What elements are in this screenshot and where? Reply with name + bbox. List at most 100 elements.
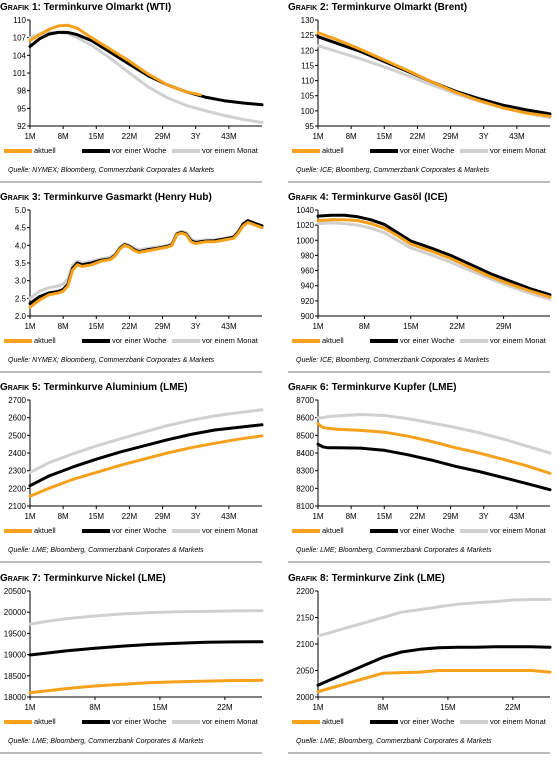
x-tick-label: 15M bbox=[377, 512, 393, 521]
chart-title-text: Terminkurve Aluminium (LME) bbox=[40, 382, 188, 393]
x-tick-label: 3Y bbox=[479, 512, 489, 521]
panel-separator bbox=[288, 181, 550, 183]
legend-label: vor einem Monat bbox=[202, 146, 258, 155]
y-tick-label: 107 bbox=[13, 34, 27, 43]
x-tick-label: 1M bbox=[24, 132, 35, 141]
legend-swatch bbox=[460, 338, 488, 343]
x-tick-label: 3Y bbox=[191, 132, 201, 141]
panel-separator bbox=[288, 561, 550, 563]
y-tick-label: 98 bbox=[17, 87, 26, 96]
x-tick-label: 43M bbox=[509, 512, 525, 521]
legend-swatch bbox=[4, 148, 32, 153]
chart-title-prefix: Grafik 7: bbox=[0, 573, 41, 584]
legend-item-monat: vor einem Monat bbox=[172, 146, 258, 155]
y-tick-label: 8100 bbox=[296, 502, 314, 511]
panel-separator bbox=[288, 752, 550, 754]
legend-swatch bbox=[172, 719, 200, 724]
chart-svg: 2.0 2.5 3.0 3.5 4.0 4.5 5.0 1M 8M 15M 22M 29M 3Y 43M bbox=[15, 206, 264, 331]
chart-svg: 95 100 105 110 115 120 125 130 1M 8M 15M 22M 29M 3Y 43… bbox=[301, 16, 552, 141]
y-tick-label: 95 bbox=[305, 122, 314, 131]
chart-title-prefix: Grafik 2: bbox=[288, 2, 329, 13]
chart-source: Quelle: NYMEX; Bloomberg, Commerzbank Co… bbox=[8, 357, 215, 364]
y-tick-label: 2700 bbox=[8, 396, 26, 405]
series-line-aktuell bbox=[316, 422, 552, 475]
x-tick-label: 8M bbox=[89, 703, 100, 712]
legend-item-woche: vor einer Woche bbox=[370, 526, 454, 535]
legend-swatch bbox=[172, 148, 200, 153]
x-tick-label: 15M bbox=[377, 132, 393, 141]
y-tick-label: 2200 bbox=[296, 587, 314, 596]
x-tick-label: 8M bbox=[346, 132, 357, 141]
series-line-aktuell bbox=[316, 669, 552, 694]
series-line-monat bbox=[316, 221, 552, 301]
x-tick-label: 1M bbox=[312, 512, 323, 521]
legend-swatch bbox=[460, 528, 488, 533]
x-tick-label: 15M bbox=[89, 512, 105, 521]
x-tick-label: 8M bbox=[377, 703, 388, 712]
y-tick-label: 2000 bbox=[296, 693, 314, 702]
x-tick-label: 29M bbox=[443, 512, 459, 521]
x-tick-label: 22M bbox=[217, 703, 233, 712]
y-tick-label: 8300 bbox=[296, 467, 314, 476]
legend-label: aktuell bbox=[322, 336, 344, 345]
chart-title-prefix: Grafik 4: bbox=[288, 192, 329, 203]
x-tick-label: 43M bbox=[221, 512, 237, 521]
legend-label: aktuell bbox=[34, 146, 56, 155]
y-tick-label: 104 bbox=[13, 51, 27, 60]
legend-label: vor einer Woche bbox=[112, 526, 167, 535]
series-line-monat bbox=[316, 598, 552, 638]
x-tick-label: 8M bbox=[58, 132, 69, 141]
legend-label: aktuell bbox=[34, 526, 56, 535]
legend-swatch bbox=[82, 528, 110, 533]
chart-panel-3: Grafik 3: Terminkurve Gasmarkt (Henry Hu… bbox=[0, 190, 264, 376]
y-tick-label: 1020 bbox=[296, 221, 314, 230]
y-tick-label: 115 bbox=[301, 61, 314, 70]
series-line-aktuell bbox=[28, 678, 264, 695]
legend-item-woche: vor einer Woche bbox=[82, 717, 166, 726]
chart-title-prefix: Grafik 8: bbox=[288, 573, 329, 584]
legend-swatch bbox=[292, 338, 320, 343]
y-tick-label: 105 bbox=[301, 92, 315, 101]
chart-title-text: Terminkurve Gasmarkt (Henry Hub) bbox=[40, 192, 212, 203]
panel-separator bbox=[0, 371, 262, 373]
legend-item-monat: vor einem Monat bbox=[460, 336, 546, 345]
chart-title-text: Terminkurve Olmarkt (WTI) bbox=[40, 2, 172, 13]
chart-title-text: Terminkurve Gasöl (ICE) bbox=[328, 192, 448, 203]
legend-label: vor einem Monat bbox=[202, 526, 258, 535]
x-tick-label: 43M bbox=[221, 322, 237, 331]
legend-item-woche: vor einer Woche bbox=[82, 146, 166, 155]
x-tick-label: 1M bbox=[312, 322, 323, 331]
chart-panel-1: Grafik 1: Terminkurve Olmarkt (WTI) 92 95 9… bbox=[0, 0, 264, 186]
y-tick-label: 19500 bbox=[4, 629, 27, 638]
x-tick-label: 22M bbox=[449, 322, 465, 331]
legend-item-aktuell: aktuell bbox=[4, 336, 56, 345]
x-tick-label: 22M bbox=[122, 512, 138, 521]
legend-swatch bbox=[370, 338, 398, 343]
y-tick-label: 101 bbox=[13, 69, 27, 78]
legend-label: vor einer Woche bbox=[400, 146, 455, 155]
legend-swatch bbox=[460, 719, 488, 724]
x-tick-label: 22M bbox=[122, 132, 138, 141]
legend-item-woche: vor einer Woche bbox=[370, 336, 454, 345]
y-tick-label: 18000 bbox=[4, 693, 27, 702]
y-tick-label: 2100 bbox=[296, 640, 314, 649]
legend-label: vor einer Woche bbox=[400, 336, 455, 345]
x-tick-label: 22M bbox=[410, 512, 426, 521]
chart-title: Grafik 3: Terminkurve Gasmarkt (Henry Hu… bbox=[0, 192, 212, 203]
chart-svg: 92 95 98 101 104 107 110 1M 8M 15M 22M 29M 3Y 43M bbox=[13, 16, 264, 141]
chart-source: Quelle: ICE; Bloomberg, Commerzbank Corp… bbox=[296, 357, 489, 364]
chart-svg: 900 920 940 960 980 1000 1020 1040 1M 8M 15M 22M 29M bbox=[296, 206, 552, 331]
y-tick-label: 130 bbox=[301, 16, 315, 25]
y-tick-label: 8200 bbox=[296, 484, 314, 493]
legend-swatch bbox=[4, 719, 32, 724]
legend-label: aktuell bbox=[322, 717, 344, 726]
y-tick-label: 2050 bbox=[296, 667, 314, 676]
chart-source: Quelle: LME; Bloomberg, Commerzbank Corp… bbox=[296, 547, 492, 554]
legend-label: vor einer Woche bbox=[400, 717, 455, 726]
series-line-monat bbox=[28, 609, 264, 626]
x-tick-label: 3Y bbox=[191, 512, 201, 521]
legend-label: vor einem Monat bbox=[202, 336, 258, 345]
x-tick-label: 15M bbox=[89, 322, 105, 331]
legend-label: aktuell bbox=[322, 526, 344, 535]
series-line-aktuell bbox=[316, 218, 552, 299]
